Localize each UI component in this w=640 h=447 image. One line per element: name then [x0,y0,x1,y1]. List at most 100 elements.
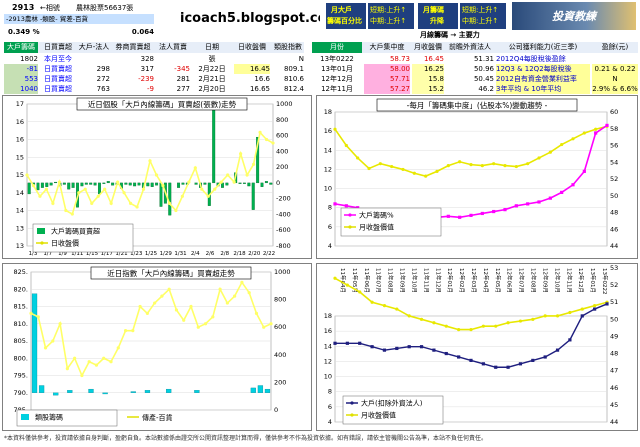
legend-box [340,207,442,237]
bar [203,182,207,185]
monthly-price-line-point [494,324,498,328]
sub-line-bg [4,14,154,24]
left-tick-label: 810. [14,320,28,328]
index-line-point [262,325,266,329]
price-line-point [116,180,120,184]
x-tick-label: 12年03月 [470,268,478,293]
price-line-point [128,201,133,205]
x-tick-label: 1/3 [29,251,38,257]
footer-disclaimer: *本資料僅供參考，投資請依據自身判斷，盈虧自負。本站數據係由證交所公開資訊整理計… [4,435,488,442]
right-table-cell: 13年01月 [321,65,353,73]
chart-tl-title-box [76,97,248,111]
mid-trend-a: 中期:上升↑ [370,17,407,25]
bar [88,388,94,393]
price-line-point [245,173,249,177]
left-table-cell: 本月至今 [44,55,72,63]
chip-concentration-line-point [333,202,337,206]
x-tick-label: 12年04月 [482,268,490,293]
chip-concentration-line-point [469,213,473,217]
index-line-point [196,325,200,329]
bar [93,182,97,186]
holdings-line-point [407,345,411,349]
bar [251,182,255,210]
index-line-point [102,356,106,360]
left-table-cell: 日買賣超 [44,65,72,73]
monthly-price-line-point [568,310,572,315]
left-tick-label: 8 [328,204,332,212]
monthly-price-line-point [514,164,518,169]
left-tick-label: 14 [324,342,332,350]
bar [155,182,159,186]
left-tick-label: 795. [14,372,28,380]
index-line-point [233,294,237,298]
short-trend-b: 短期:上升↑ [462,6,499,14]
chip-concentration-line-point [605,123,609,127]
x-tick-label: 2/18 [233,251,246,257]
index-line-point [153,301,157,305]
price-line-point [31,184,36,188]
right-table-cell: 13年0222 [320,55,354,63]
left-table-cell: 16.65 [249,85,270,93]
right-tick-label: 44 [610,418,618,426]
monthly-price-line-point [537,156,541,160]
bar [102,392,108,395]
right-tick-label: 47 [610,367,618,375]
left-tick-label: 10 [324,185,332,193]
price-line-point [77,191,81,195]
monthly-price-line-point [444,324,448,328]
holdings-line-point [494,365,498,369]
legend-label: 傳產-百貨 [142,413,173,422]
chip-concentration-line-point [594,131,598,135]
legend-swatch [21,414,29,420]
site-title[interactable]: icoach5.blogspot.com [180,11,320,26]
left-tick-label: 4 [328,242,332,250]
x-tick-label: 2/20 [248,251,261,257]
price-line-point [25,173,29,177]
badge-month-big [326,3,366,29]
monthly-price-line-point [594,127,598,131]
bar [98,182,101,195]
x-tick-label: 2/22 [263,251,275,257]
x-tick-label: 13年0222 [601,268,609,295]
price-line-point [239,152,243,156]
bar [102,182,106,184]
monthly-price-line-point [593,304,597,308]
left-tick-label: 12 [324,165,332,173]
price-line-point [38,194,42,198]
index-line-point [269,322,273,326]
x-tick-label: 12年02月 [458,268,466,293]
stock-code: 2913 [12,3,35,12]
bar [150,182,154,187]
left-table-cell: 1802 [4,54,38,64]
left-table-cell: 2月20日 [198,85,226,93]
bar [27,182,31,195]
right-table-cell: 46.2 [478,85,494,93]
right-table-header-5: 盈餘(元) [601,43,629,51]
bar [36,182,40,191]
legend-box [32,223,134,253]
monthly-price-line-point [395,307,399,311]
price-line-point [180,194,184,198]
chart-bl-title-box [90,266,252,280]
index-line-point [167,287,171,291]
left-tick-label: 805. [14,337,28,345]
bar [111,182,115,186]
monthly-price-line-point [469,328,473,332]
bar [124,182,128,185]
monthly-price-line-point [344,143,348,148]
right-table-cell: 16.25 [412,64,444,74]
left-table-header-3: 券商買賣超 [115,43,151,51]
legend-label: 大戶籌碼% [359,211,394,220]
x-tick-label: 1/11 [71,251,83,257]
x-tick-label: 1/25 [145,251,158,257]
x-tick-label: 12年01月 [446,268,454,293]
price-line-point [122,191,126,195]
holdings-line-point [593,307,597,311]
right-table-header-4: 公司獲利能力(近三季) [508,43,578,51]
price-line-point [148,159,152,163]
left-table-header-0: 大戶籌碼 [4,42,38,53]
left-table-cell: 812.4 [283,85,304,93]
left-tick-label: 13 [16,242,24,250]
price-line-point [167,201,172,205]
right-tick-label: 0 [276,179,280,187]
